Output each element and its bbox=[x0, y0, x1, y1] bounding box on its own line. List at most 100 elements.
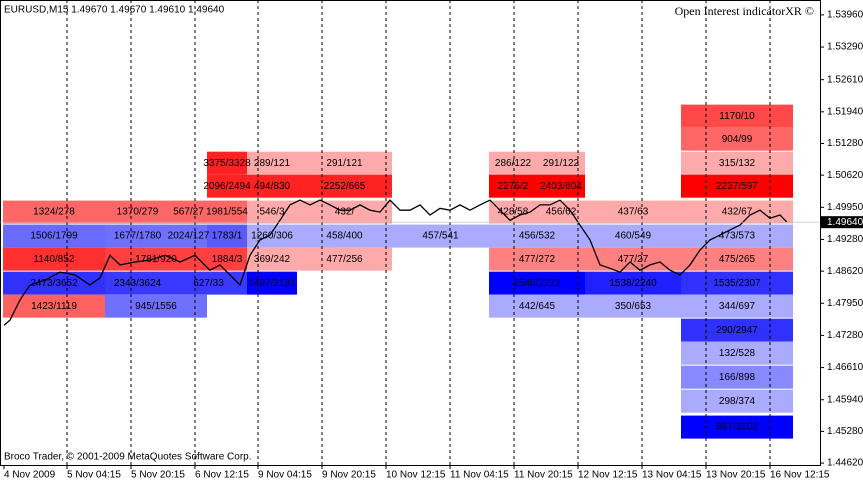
oi-label: 2096/2494 bbox=[203, 181, 251, 192]
oi-label: 1884/3 bbox=[212, 254, 243, 265]
oi-label: 298/374 bbox=[719, 396, 756, 407]
oi-label: 1260/306 bbox=[251, 231, 293, 242]
oi-label: 432/ bbox=[335, 207, 355, 218]
oi-level bbox=[681, 174, 793, 198]
oi-label: 369/242 bbox=[254, 254, 291, 265]
oi-label: 546/3 bbox=[259, 207, 284, 218]
y-tick-label: 1.47280 bbox=[827, 330, 863, 341]
oi-level bbox=[297, 224, 392, 248]
oi-label: 456/62 bbox=[546, 207, 577, 218]
oi-label: 1781/920 bbox=[135, 254, 177, 265]
oi-label: 627/33 bbox=[193, 278, 224, 289]
oi-level bbox=[207, 224, 247, 248]
x-tick-label: 16 Nov 12:15 bbox=[770, 470, 830, 481]
footer: Broco Trader, © 2001-2009 MetaQuotes Sof… bbox=[4, 452, 252, 463]
x-tick-label: 9 Nov 04:15 bbox=[258, 470, 312, 481]
oi-label: 456/532 bbox=[519, 231, 556, 242]
oi-label: 1370/279 bbox=[117, 207, 159, 218]
oi-level bbox=[681, 365, 793, 389]
oi-label: 1538/2240 bbox=[609, 278, 657, 289]
oi-label: 166/898 bbox=[719, 372, 756, 383]
oi-level bbox=[3, 294, 105, 318]
oi-level bbox=[297, 174, 392, 198]
oi-label: 1497/2131 bbox=[248, 278, 296, 289]
oi-level bbox=[681, 389, 793, 413]
oi-label: 1783/1 bbox=[212, 231, 243, 242]
oi-level bbox=[297, 151, 392, 175]
oi-level bbox=[681, 294, 793, 318]
oi-level bbox=[247, 174, 297, 198]
oi-label: 1546/2222 bbox=[513, 278, 561, 289]
oi-level bbox=[537, 174, 585, 198]
oi-label: 457/541 bbox=[422, 231, 459, 242]
oi-level bbox=[489, 294, 585, 318]
oi-label: 428/58 bbox=[498, 207, 529, 218]
oi-label: 904/99 bbox=[722, 134, 753, 145]
last-price-label: 1.49640 bbox=[827, 217, 863, 228]
y-tick-label: 1.53290 bbox=[827, 42, 863, 53]
oi-label: 1506/1799 bbox=[30, 231, 78, 242]
oi-label: 2276/2 bbox=[498, 181, 529, 192]
oi-label: 432/67 bbox=[722, 207, 753, 218]
oi-label: 1535/2307 bbox=[713, 278, 761, 289]
oi-label: 291/121 bbox=[326, 158, 363, 169]
oi-level bbox=[297, 200, 392, 224]
oi-level bbox=[247, 247, 297, 271]
y-tick-label: 1.44620 bbox=[827, 458, 863, 469]
y-tick-label: 1.47950 bbox=[827, 298, 863, 309]
y-tick-label: 1.51940 bbox=[827, 106, 863, 117]
oi-level bbox=[489, 174, 537, 198]
y-tick-label: 1.45940 bbox=[827, 394, 863, 405]
oi-label: 437/63 bbox=[618, 207, 649, 218]
oi-level bbox=[585, 294, 681, 318]
oi-label: 460/549 bbox=[615, 231, 652, 242]
oi-level bbox=[681, 104, 793, 128]
chart-title: EURUSD,M15 1.49670 1.49670 1.49610 1.496… bbox=[4, 5, 225, 16]
x-tick-label: 13 Nov 20:15 bbox=[706, 470, 766, 481]
oi-level bbox=[585, 271, 681, 295]
oi-level bbox=[247, 200, 297, 224]
oi-level bbox=[170, 224, 207, 248]
oi-level bbox=[681, 415, 793, 439]
oi-label: 473/573 bbox=[719, 231, 756, 242]
y-tick-label: 1.48620 bbox=[827, 266, 863, 277]
oi-level bbox=[247, 271, 297, 295]
x-tick-label: 9 Nov 20:15 bbox=[322, 470, 376, 481]
oi-label: 442/645 bbox=[519, 301, 556, 312]
last-price-box bbox=[821, 216, 863, 229]
oi-level bbox=[537, 151, 585, 175]
oi-level bbox=[207, 174, 247, 198]
plot-frame bbox=[0, 0, 821, 466]
oi-level bbox=[105, 200, 170, 224]
y-tick-label: 1.45280 bbox=[827, 426, 863, 437]
x-tick-label: 5 Nov 20:15 bbox=[131, 470, 185, 481]
oi-level bbox=[681, 151, 793, 175]
oi-level bbox=[3, 247, 105, 271]
oi-label: 2343/3624 bbox=[114, 278, 162, 289]
oi-level bbox=[207, 151, 247, 175]
oi-label: 1324/278 bbox=[33, 207, 75, 218]
oi-level bbox=[681, 224, 793, 248]
oi-label: 2237/597 bbox=[716, 181, 758, 192]
oi-label: 2403/604 bbox=[540, 181, 582, 192]
oi-label: 350/653 bbox=[615, 301, 652, 312]
oi-level bbox=[207, 247, 247, 271]
oi-label: 477/27 bbox=[618, 254, 649, 265]
oi-label: 2252/665 bbox=[324, 181, 366, 192]
oi-level bbox=[681, 341, 793, 365]
oi-level bbox=[681, 200, 793, 224]
oi-level bbox=[681, 127, 793, 151]
oi-label: 2473/3652 bbox=[30, 278, 78, 289]
oi-level bbox=[585, 247, 681, 271]
oi-label: 315/132 bbox=[719, 158, 756, 169]
price-line bbox=[3, 199, 788, 326]
x-tick-label: 10 Nov 12:15 bbox=[386, 470, 446, 481]
y-tick-label: 1.52610 bbox=[827, 74, 863, 85]
oi-label: 1140/852 bbox=[34, 254, 75, 265]
y-tick-label: 1.49280 bbox=[827, 234, 863, 245]
oi-label: 132/528 bbox=[719, 348, 756, 359]
x-tick-label: 12 Nov 12:15 bbox=[578, 470, 638, 481]
oi-level bbox=[489, 271, 585, 295]
oi-label: 494/830 bbox=[254, 181, 291, 192]
